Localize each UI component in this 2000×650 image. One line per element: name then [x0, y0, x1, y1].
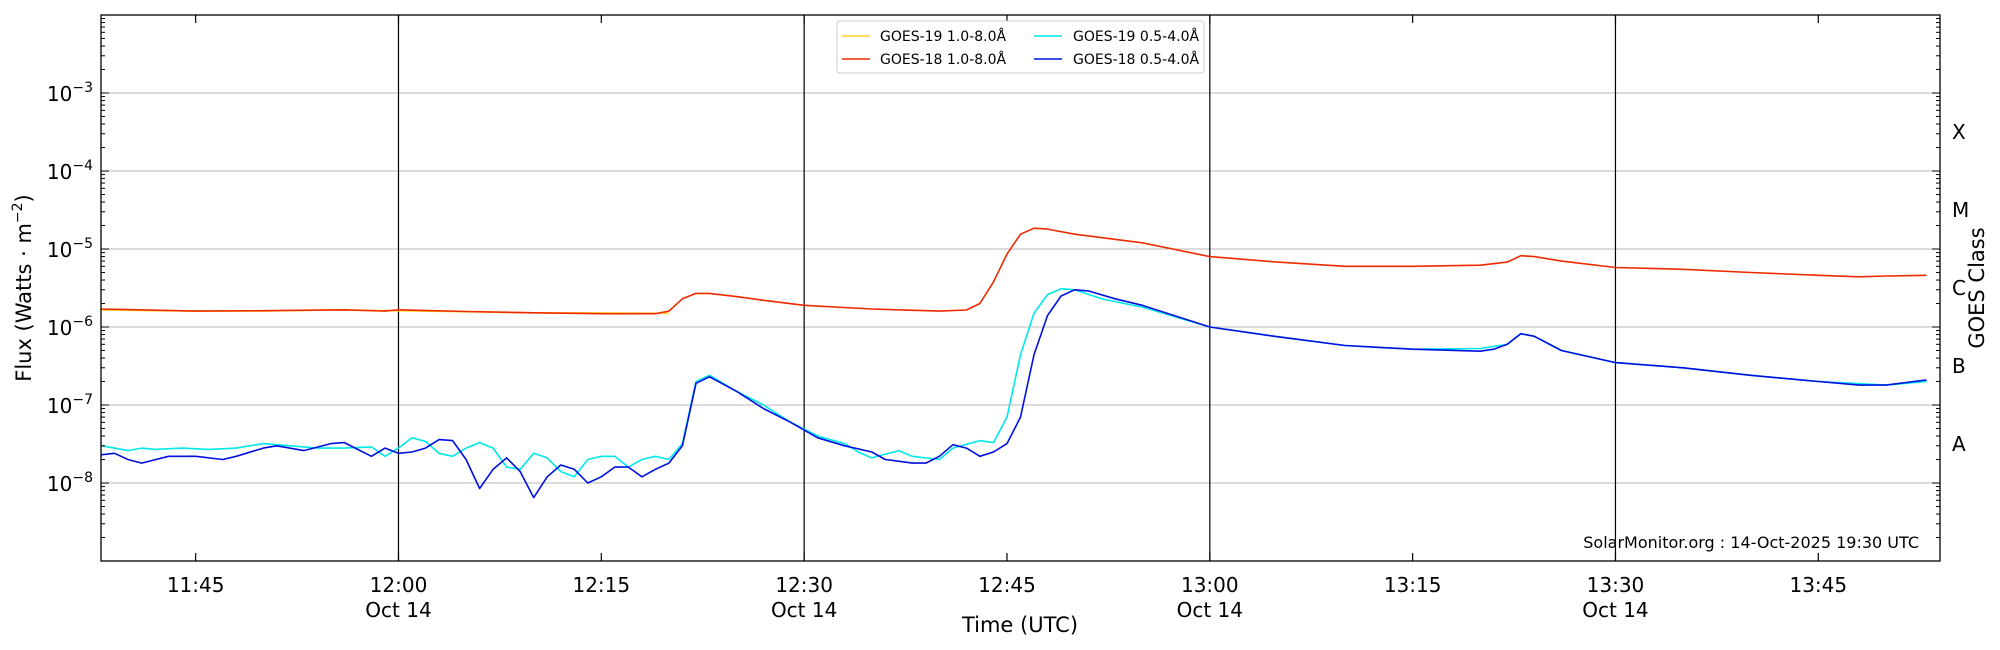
- goes-class-label: C: [1952, 276, 1966, 300]
- series-line-3: [101, 288, 1927, 499]
- y-tick-label-exponent: −8: [72, 470, 93, 486]
- x-axis-title: Time (UTC): [961, 613, 1078, 637]
- x-tick-label: 11:45: [167, 573, 225, 597]
- legend-label-goes19-long: GOES-19 1.0-8.0Å: [880, 28, 1006, 45]
- goes-class-label: B: [1952, 354, 1966, 378]
- y-tick-label: 10−7: [47, 392, 93, 418]
- day-marker-lines: [397, 15, 1617, 561]
- series-line-1: [101, 227, 1927, 315]
- y-tick-label: 10−5: [47, 236, 93, 262]
- y2-axis-title: GOES Class: [1965, 227, 1989, 348]
- goes-class-label: A: [1952, 432, 1966, 456]
- y-axis-title-exponent: −2: [10, 202, 26, 223]
- y-tick-label-exponent: −7: [72, 392, 93, 408]
- x-tick-label: 12:00: [370, 573, 428, 597]
- x-tick-date-label: Oct 14: [1582, 598, 1648, 622]
- x-tick-label: 13:45: [1789, 573, 1847, 597]
- y-tick-label-exponent: −4: [72, 158, 93, 174]
- x-tick-label: 12:15: [572, 573, 630, 597]
- x-tick-label: 12:30: [775, 573, 833, 597]
- y-tick-label-exponent: −3: [72, 80, 93, 96]
- legend-label-goes18-short: GOES-18 0.5-4.0Å: [1073, 51, 1199, 68]
- y-tick-label-exponent: −5: [72, 236, 93, 252]
- y-axis-title-main: Flux (Watts · m: [12, 223, 36, 382]
- y-axis-title-close: ): [12, 194, 36, 202]
- y-tick-label: 10−3: [47, 80, 93, 106]
- legend: GOES-19 1.0-8.0Å GOES-18 1.0-8.0Å GOES-1…: [836, 20, 1205, 74]
- y-tick-label-base: 10: [47, 238, 72, 262]
- y-tick-label: 10−6: [47, 314, 93, 340]
- x-tick-date-label: Oct 14: [365, 598, 431, 622]
- legend-label-goes18-long: GOES-18 1.0-8.0Å: [880, 51, 1006, 68]
- x-tick-label: 13:30: [1587, 573, 1645, 597]
- y-tick-label-base: 10: [47, 472, 72, 496]
- x-tick-label: 13:15: [1384, 573, 1442, 597]
- legend-box: [836, 20, 1205, 74]
- y-tick-label-base: 10: [47, 160, 72, 184]
- y-tick-label-base: 10: [47, 394, 72, 418]
- x-tick-label: 12:45: [978, 573, 1036, 597]
- x-tick-date-label: Oct 14: [771, 598, 837, 622]
- goes-class-label: X: [1952, 120, 1966, 144]
- plot-frame: [100, 14, 1941, 562]
- y-grid: [101, 92, 1940, 484]
- goes-class-label: M: [1952, 198, 1969, 222]
- y-axis-ticks: 10−810−710−610−510−410−3: [47, 18, 1940, 562]
- y-axis-title: Flux (Watts · m−2): [10, 194, 36, 382]
- y-tick-label-exponent: −6: [72, 314, 93, 330]
- y-tick-label: 10−4: [47, 158, 93, 184]
- legend-label-goes19-short: GOES-19 0.5-4.0Å: [1073, 28, 1199, 45]
- x-tick-date-label: Oct 14: [1177, 598, 1243, 622]
- x-tick-label: 13:00: [1181, 573, 1239, 597]
- goes-class-labels: A B C M X: [1952, 120, 1969, 456]
- credit-annotation: SolarMonitor.org : 14-Oct-2025 19:30 UTC: [1583, 533, 1919, 552]
- y-tick-label-base: 10: [47, 316, 72, 340]
- y-tick-label: 10−8: [47, 470, 93, 496]
- series-lines: [101, 227, 1927, 499]
- y-tick-label-base: 10: [47, 82, 72, 106]
